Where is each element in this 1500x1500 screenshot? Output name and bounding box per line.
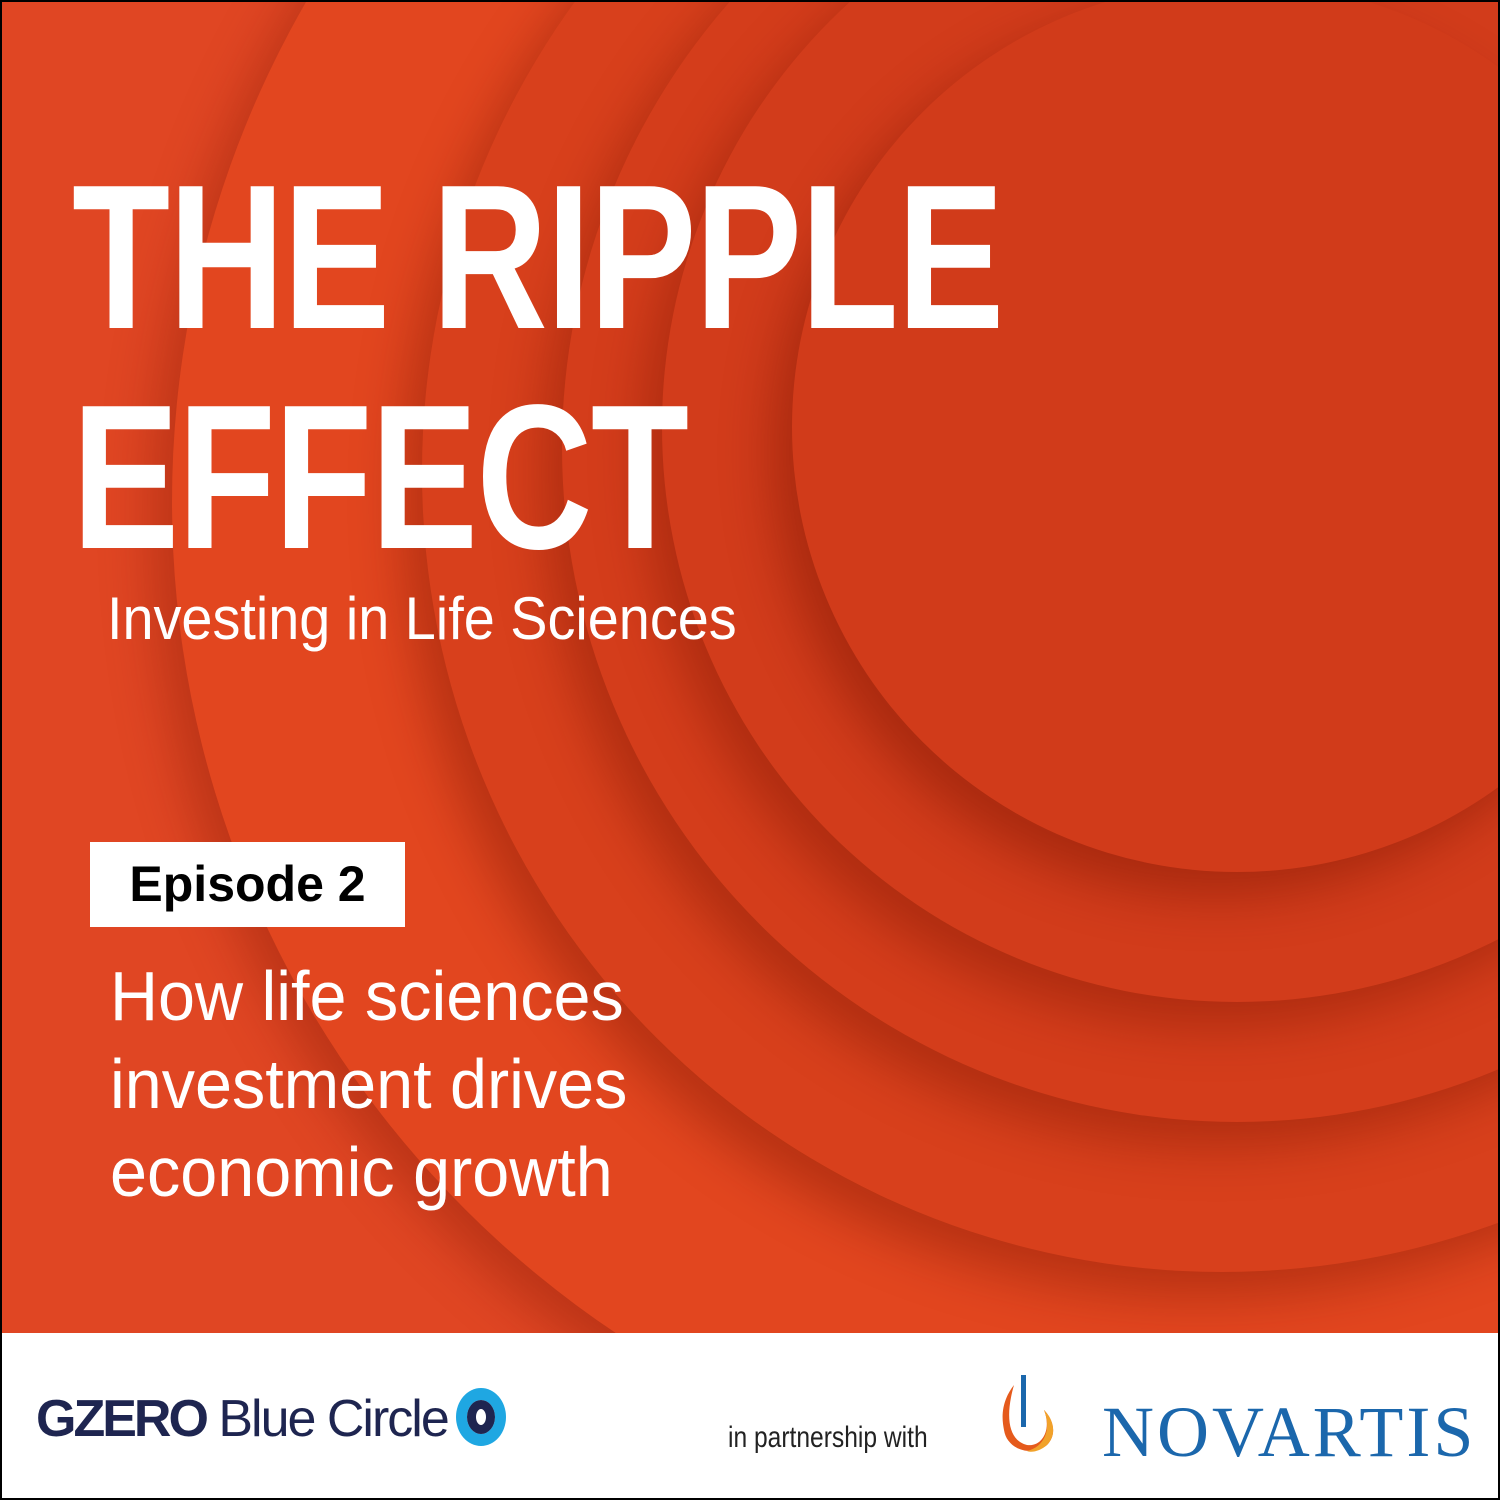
description-line: economic growth: [110, 1133, 613, 1211]
hero-area: THE RIPPLE EFFECT Investing in Life Scie…: [2, 2, 1498, 1333]
episode-badge: Episode 2: [90, 842, 405, 927]
footer: GZERO Blue Circle in partnership with NO…: [2, 1333, 1498, 1498]
gzero-brand-bold: GZERO: [36, 1390, 209, 1448]
novartis-flame-icon: [1002, 1375, 1054, 1452]
description-line: How life sciences: [110, 957, 624, 1035]
subtitle: Investing in Life Sciences: [107, 585, 737, 652]
gzero-logo: GZERO Blue Circle: [36, 1388, 506, 1449]
partnership-text: in partnership with: [728, 1421, 928, 1454]
title-line-2: EFFECT: [72, 362, 689, 592]
episode-description: How life sciences investment drives econ…: [110, 952, 655, 1216]
blue-circle-icon: [455, 1388, 506, 1446]
novartis-logo: NOVARTIS: [1102, 1392, 1477, 1472]
title-line-1: THE RIPPLE: [72, 142, 1004, 372]
gzero-brand-light: Blue Circle: [218, 1390, 449, 1448]
ripple-ring: [792, 2, 1498, 872]
description-line: investment drives: [110, 1045, 628, 1123]
